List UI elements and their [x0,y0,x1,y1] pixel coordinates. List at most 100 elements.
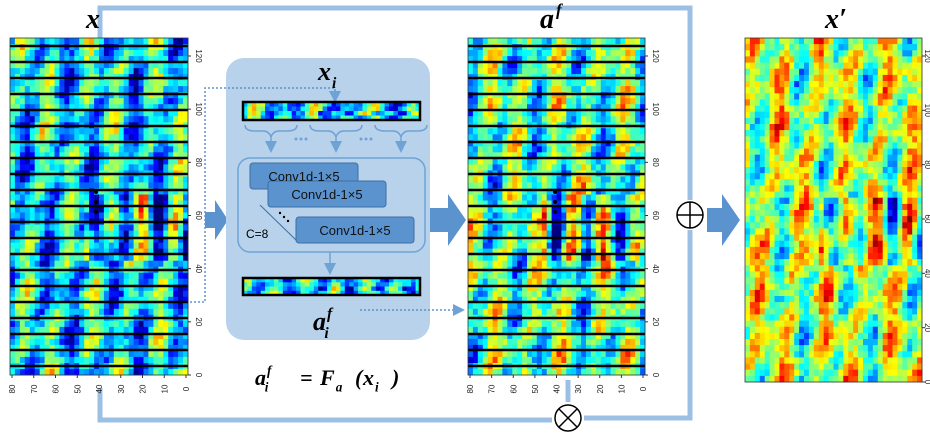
heat-cell [828,111,834,119]
heat-cell [39,104,45,111]
heat-cell [625,272,631,280]
heat-cell [615,284,621,292]
heat-cell [94,140,100,147]
heat-cell [99,188,105,195]
heat-cell [605,140,611,147]
heat-cell [487,104,493,111]
heat-cell [902,81,908,88]
heat-cell [531,92,538,99]
heat-cell [610,302,616,310]
heat-cell [103,320,110,328]
heat-cell [153,188,159,195]
heat-cell [99,350,105,358]
heat-cell [541,206,548,213]
heat-cell [99,332,105,340]
heat-cell [113,176,120,183]
heat-cell [168,248,174,255]
heat-cell [630,152,636,159]
heat-cell [745,68,751,76]
heat-cell [54,50,60,57]
heat-cell [640,110,646,117]
heat-cell [128,152,134,159]
heat-cell [153,206,159,213]
heat-cell [103,206,110,213]
heat-cell [600,104,607,111]
heat-cell [541,248,548,255]
heat-cell [887,173,893,180]
heat-cell [64,80,70,87]
heat-cell [754,87,761,94]
heat-cell [789,154,795,162]
heat-cell [512,134,518,141]
heat-cell [759,173,766,180]
heat-cell [522,194,528,201]
heat-cell [774,44,780,51]
heat-cell [158,86,164,93]
heat-cell [586,242,592,249]
heat-cell [89,284,95,292]
heat-cell [531,302,538,310]
heat-cell [848,68,854,76]
heat-cell [892,160,898,168]
heat-cell [527,140,533,147]
heat-cell [138,338,144,346]
heat-cell [610,194,616,201]
heat-cell [804,136,810,143]
heat-cell [531,248,538,255]
heat-cell [566,38,572,45]
heat-cell [887,130,893,137]
heat-cell [158,188,164,195]
heat-cell [635,158,641,165]
heat-cell [143,369,149,376]
heat-cell [848,38,854,45]
heat-cell [749,173,756,180]
heat-cell [19,278,26,286]
heat-cell [507,356,513,364]
heat-cell [536,254,543,261]
heat-cell [745,117,751,125]
heat-cell [482,104,489,111]
heat-cell [108,278,115,286]
heat-cell [49,369,55,376]
heat-cell [546,68,552,75]
heat-cell [84,296,90,304]
heat-cell [19,356,26,364]
heat-cell [49,98,55,105]
heat-cell [487,344,493,352]
heat-cell [183,296,189,304]
heat-cell [148,296,154,304]
heat-cell [19,338,26,346]
heat-cell [838,87,844,94]
heat-cell [59,158,65,165]
heat-cell [472,104,479,111]
heat-cell [749,124,756,131]
heat-cell [472,302,479,310]
heat-cell [887,50,893,57]
heat-cell [590,350,597,358]
heat-cell [59,194,65,201]
heat-cell [561,326,567,334]
heat-cell [143,320,149,328]
heat-cell [590,146,597,153]
heat-cell [595,206,602,213]
heat-cell [917,99,923,106]
heat-cell [527,146,533,153]
heat-cell [517,176,523,183]
heat-cell [561,200,567,207]
heat-cell [590,212,597,219]
heat-cell [24,212,31,219]
heat-cell [123,152,129,159]
heat-cell [477,38,484,45]
heat-cell [581,38,587,45]
heat-cell [804,167,810,174]
heat-cell [512,350,518,358]
heat-cell [472,194,479,201]
heat-cell [872,136,879,143]
heat-cell [148,110,154,117]
heat-cell [502,272,508,280]
heat-cell [24,188,31,195]
heat-cell [79,284,85,292]
heat-cell [754,93,761,100]
heat-cell [39,116,45,123]
heat-cell [54,338,60,346]
